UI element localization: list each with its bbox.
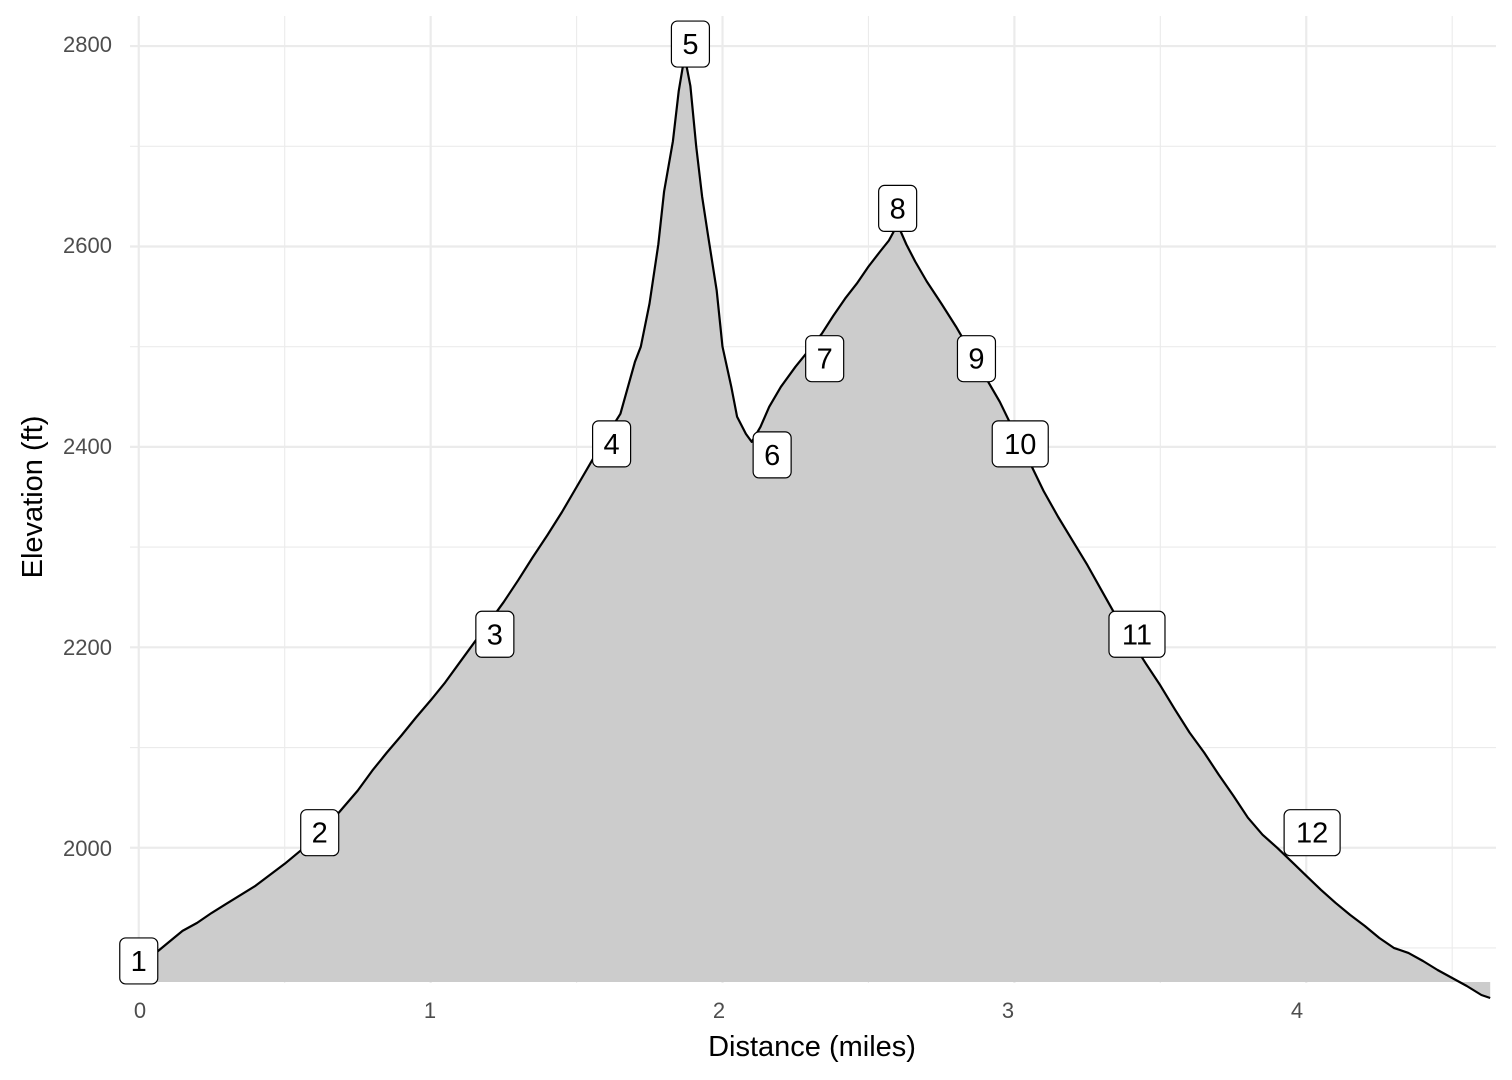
waypoint-label: 10 — [1004, 429, 1036, 461]
x-axis-title: Distance (miles) — [708, 1031, 916, 1063]
y-tick-label: 2200 — [63, 635, 112, 660]
waypoint-marker: 3 — [475, 610, 515, 658]
y-tick-label: 2000 — [63, 836, 112, 861]
waypoint-marker: 12 — [1283, 809, 1341, 857]
waypoint-marker: 1 — [119, 937, 159, 985]
waypoint-marker: 8 — [878, 184, 918, 232]
waypoint-box — [1283, 809, 1341, 857]
waypoint-marker: 2 — [300, 809, 340, 857]
waypoint-box — [1108, 610, 1166, 658]
waypoint-marker: 4 — [592, 420, 632, 468]
y-tick-label: 2400 — [63, 434, 112, 459]
x-tick-label: 3 — [1002, 998, 1014, 1023]
waypoint-box — [119, 937, 159, 985]
y-tick-label: 2600 — [63, 233, 112, 258]
waypoint-marker: 10 — [991, 420, 1049, 468]
y-axis-title: Elevation (ft) — [17, 416, 49, 579]
waypoint-label: 8 — [890, 193, 906, 225]
waypoint-label: 6 — [764, 440, 780, 472]
x-tick-label: 4 — [1291, 998, 1303, 1023]
y-tick-label: 2800 — [63, 32, 112, 57]
waypoint-box — [592, 420, 632, 468]
elevation-line — [138, 55, 1491, 1000]
waypoint-label: 2 — [312, 818, 328, 850]
waypoint-label: 1 — [131, 946, 147, 978]
waypoint-marker: 9 — [956, 335, 997, 383]
x-axis-ticks: 0 1 2 3 4 — [134, 998, 1303, 1023]
waypoint-marker: 7 — [805, 335, 845, 383]
waypoint-label: 4 — [604, 429, 620, 461]
waypoint-box — [878, 184, 918, 232]
waypoint-label: 5 — [682, 29, 698, 61]
elevation-area — [138, 56, 1491, 999]
waypoint-box — [475, 610, 515, 658]
x-tick-label: 1 — [424, 998, 436, 1023]
waypoint-box — [300, 809, 340, 857]
y-axis-ticks: 2800 2600 2400 2200 2000 — [63, 32, 112, 861]
waypoint-box — [805, 335, 845, 383]
waypoint-label: 7 — [817, 344, 833, 376]
x-tick-label: 0 — [134, 998, 146, 1023]
waypoint-marker: 5 — [670, 20, 711, 68]
waypoint-label: 3 — [487, 619, 503, 651]
x-tick-label: 2 — [713, 998, 725, 1023]
waypoint-label: 11 — [1122, 619, 1152, 651]
waypoint-label: 9 — [968, 344, 984, 376]
waypoint-box — [991, 420, 1049, 468]
waypoint-marker: 6 — [752, 431, 792, 479]
waypoint-box — [752, 431, 792, 479]
waypoint-box — [956, 335, 997, 383]
waypoint-label: 12 — [1296, 818, 1328, 850]
waypoint-box — [670, 20, 711, 68]
waypoint-marker: 11 — [1108, 610, 1166, 658]
